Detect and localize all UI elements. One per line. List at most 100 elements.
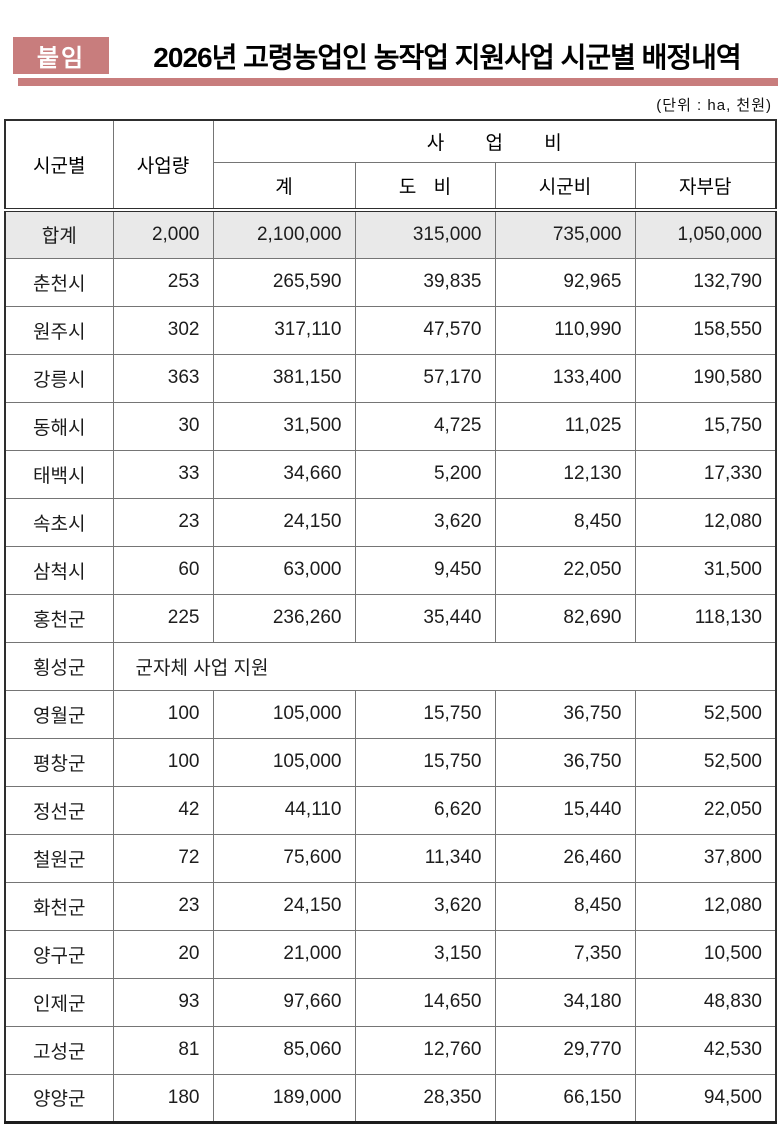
row-value-cell: 35,440 (354, 593, 496, 643)
row-value-cell: 31,500 (634, 545, 777, 595)
row-value-cell: 33 (112, 449, 214, 499)
column-header-cost-group: 사 업 비 (212, 119, 777, 163)
row-value-cell: 34,660 (212, 449, 356, 499)
table-row: 춘천시 253 265,590 39,835 92,965 132,790 (4, 257, 777, 307)
row-value-cell: 57,170 (354, 353, 496, 403)
row-region-cell: 속초시 (4, 497, 114, 547)
row-value-cell: 52,500 (634, 737, 777, 787)
table-header: 시군별 사업량 사 업 비 계 도 비 시군비 자부담 (4, 119, 777, 211)
row-value-cell: 12,080 (634, 497, 777, 547)
row-value-cell: 225 (112, 593, 214, 643)
row-value-cell: 93 (112, 977, 214, 1027)
row-value-cell: 85,060 (212, 1025, 356, 1075)
row-region-cell: 영월군 (4, 689, 114, 739)
row-value-cell: 381,150 (212, 353, 356, 403)
table-row: 양구군 20 21,000 3,150 7,350 10,500 (4, 929, 777, 979)
row-region-cell: 원주시 (4, 305, 114, 355)
row-region-cell: 춘천시 (4, 257, 114, 307)
row-value-cell: 11,340 (354, 833, 496, 883)
row-value-cell: 47,570 (354, 305, 496, 355)
title-underline-bar (18, 78, 778, 86)
row-region-cell: 고성군 (4, 1025, 114, 1075)
row-value-cell: 39,835 (354, 257, 496, 307)
row-value-cell: 3,620 (354, 881, 496, 931)
row-value-cell: 36,750 (494, 689, 636, 739)
row-value-cell: 97,660 (212, 977, 356, 1027)
row-value-cell: 48,830 (634, 977, 777, 1027)
column-header-province-cost: 도 비 (354, 162, 496, 211)
row-value-cell: 363 (112, 353, 214, 403)
row-value-cell: 100 (112, 737, 214, 787)
row-value-cell: 37,800 (634, 833, 777, 883)
row-value-cell: 42 (112, 785, 214, 835)
row-value-cell: 8,450 (494, 497, 636, 547)
row-value-cell: 66,150 (494, 1073, 636, 1123)
table-body: 합계 2,000 2,100,000 315,000 735,000 1,050,000 춘… (4, 208, 777, 1123)
table-row: 속초시 23 24,150 3,620 8,450 12,080 (4, 497, 777, 547)
row-region-cell: 인제군 (4, 977, 114, 1027)
row-value-cell: 5,200 (354, 449, 496, 499)
row-region-cell: 합계 (4, 208, 114, 259)
row-region-cell: 화천군 (4, 881, 114, 931)
row-value-cell: 236,260 (212, 593, 356, 643)
row-region-cell: 양양군 (4, 1073, 114, 1123)
row-value-cell: 158,550 (634, 305, 777, 355)
row-value-cell: 2,100,000 (212, 208, 356, 259)
row-value-cell: 82,690 (494, 593, 636, 643)
row-value-cell: 315,000 (354, 208, 496, 259)
row-value-cell: 31,500 (212, 401, 356, 451)
row-value-cell: 44,110 (212, 785, 356, 835)
column-header-volume: 사업량 (112, 119, 214, 211)
page-title: 2026년 고령농업인 농작업 지원사업 시군별 배정내역 (153, 42, 741, 73)
row-region-cell: 평창군 (4, 737, 114, 787)
header-row-group: 시군별 사업량 사 업 비 (4, 119, 777, 211)
row-value-cell: 15,440 (494, 785, 636, 835)
row-region-cell: 홍천군 (4, 593, 114, 643)
table-row: 화천군 23 24,150 3,620 8,450 12,080 (4, 881, 777, 931)
table-row: 태백시 33 34,660 5,200 12,130 17,330 (4, 449, 777, 499)
allocation-table-wrap: 시군별 사업량 사 업 비 계 도 비 시군비 자부담 합계 2,000 2,100… (4, 119, 777, 1124)
row-value-cell: 118,130 (634, 593, 777, 643)
row-value-cell: 4,725 (354, 401, 496, 451)
row-value-cell: 6,620 (354, 785, 496, 835)
row-value-cell: 12,080 (634, 881, 777, 931)
row-value-cell: 21,000 (212, 929, 356, 979)
table-row: 원주시 302 317,110 47,570 110,990 158,550 (4, 305, 777, 355)
row-value-cell: 42,530 (634, 1025, 777, 1075)
table-row: 평창군 100 105,000 15,750 36,750 52,500 (4, 737, 777, 787)
allocation-table: 시군별 사업량 사 업 비 계 도 비 시군비 자부담 합계 2,000 2,100… (4, 119, 777, 1124)
row-value-cell: 253 (112, 257, 214, 307)
row-region-cell: 철원군 (4, 833, 114, 883)
row-value-cell: 11,025 (494, 401, 636, 451)
column-header-self-cost: 자부담 (634, 162, 777, 211)
table-row: 강릉시 363 381,150 57,170 133,400 190,580 (4, 353, 777, 403)
row-value-cell: 12,130 (494, 449, 636, 499)
column-header-subtotal: 계 (212, 162, 356, 211)
row-value-cell: 110,990 (494, 305, 636, 355)
column-header-region: 시군별 (4, 119, 114, 211)
row-value-cell: 23 (112, 881, 214, 931)
attachment-badge: 붙임 (13, 37, 109, 74)
column-header-citycounty-cost: 시군비 (494, 162, 636, 211)
row-value-cell: 1,050,000 (634, 208, 777, 259)
table-row: 횡성군 군자체 사업 지원 (4, 641, 777, 691)
row-value-cell: 60 (112, 545, 214, 595)
row-region-cell: 횡성군 (4, 641, 114, 691)
header-row-sub: 계 도 비 시군비 자부담 (5, 162, 777, 211)
row-value-cell: 34,180 (494, 977, 636, 1027)
row-value-cell: 317,110 (212, 305, 356, 355)
row-value-cell: 100 (112, 689, 214, 739)
row-value-cell: 29,770 (494, 1025, 636, 1075)
row-value-cell: 23 (112, 497, 214, 547)
row-value-cell: 133,400 (494, 353, 636, 403)
row-value-cell: 3,620 (354, 497, 496, 547)
row-value-cell: 22,050 (494, 545, 636, 595)
row-value-cell: 24,150 (212, 497, 356, 547)
row-value-cell: 9,450 (354, 545, 496, 595)
row-value-cell: 15,750 (354, 737, 496, 787)
table-row: 동해시 30 31,500 4,725 11,025 15,750 (4, 401, 777, 451)
row-value-cell: 15,750 (354, 689, 496, 739)
table-row: 정선군 42 44,110 6,620 15,440 22,050 (4, 785, 777, 835)
table-row: 삼척시 60 63,000 9,450 22,050 31,500 (4, 545, 777, 595)
row-value-cell: 94,500 (634, 1073, 777, 1123)
